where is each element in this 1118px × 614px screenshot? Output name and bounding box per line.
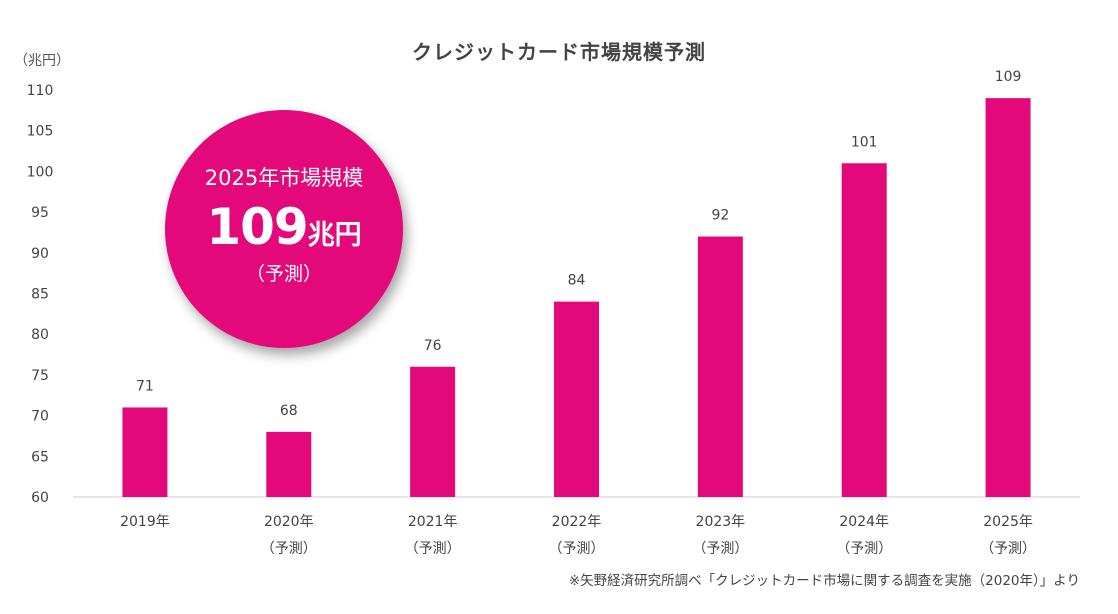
y-tick-label: 60 (31, 490, 49, 506)
data-label: 109 (995, 69, 1022, 85)
x-tick-label: 2024年 (839, 514, 889, 530)
x-tick-sublabel: （予測） (405, 541, 461, 557)
callout-value-group: 109兆円 (165, 198, 403, 256)
source-note: ※矢野経済研究所調べ「クレジットカード市場に関する調査を実施（2020年）」より (568, 573, 1080, 589)
bar (122, 407, 168, 497)
x-tick-sublabel: （予測） (836, 541, 892, 557)
data-label: 71 (136, 378, 154, 394)
y-tick-label: 100 (27, 164, 54, 180)
bar (266, 431, 312, 497)
y-tick-label: 70 (31, 409, 49, 425)
chart-title: クレジットカード市場規模予測 (412, 40, 706, 64)
bar (985, 98, 1031, 497)
y-tick-label: 85 (31, 287, 49, 303)
x-tick-sublabel: （予測） (692, 541, 748, 557)
x-tick-sublabel: （予測） (261, 541, 317, 557)
x-tick-sublabel: （予測） (549, 541, 605, 557)
y-tick-label: 90 (31, 246, 49, 262)
x-tick-label: 2019年 (120, 514, 170, 530)
data-label: 68 (280, 403, 298, 419)
y-tick-label: 95 (31, 205, 49, 221)
bar (410, 366, 456, 497)
callout-unit: 兆円 (307, 220, 362, 251)
callout-label: 2025年市場規模 (204, 166, 364, 190)
y-tick-label: 80 (31, 327, 49, 343)
bar (697, 236, 743, 497)
x-tick-label: 2025年 (983, 514, 1033, 530)
callout-value: 109 (206, 198, 308, 256)
y-tick-label: 110 (27, 83, 54, 99)
bar (554, 301, 599, 497)
x-tick-sublabel: （予測） (980, 541, 1036, 557)
y-tick-label: 65 (31, 449, 49, 465)
data-label: 92 (711, 208, 729, 224)
callout-note: （予測） (245, 263, 322, 285)
x-tick-label: 2021年 (408, 514, 458, 530)
x-tick-label: 2020年 (264, 514, 314, 530)
market-size-callout: 2025年市場規模 109兆円 （予測） (165, 110, 403, 348)
data-label: 101 (851, 134, 878, 150)
y-axis-unit-label: （兆円） (14, 53, 70, 69)
y-tick-label: 75 (31, 368, 49, 384)
data-label: 76 (424, 338, 442, 354)
x-tick-label: 2023年 (696, 514, 746, 530)
y-tick-label: 105 (27, 124, 54, 140)
bar (841, 163, 887, 497)
x-tick-label: 2022年 (552, 514, 602, 530)
data-label: 84 (568, 273, 586, 289)
